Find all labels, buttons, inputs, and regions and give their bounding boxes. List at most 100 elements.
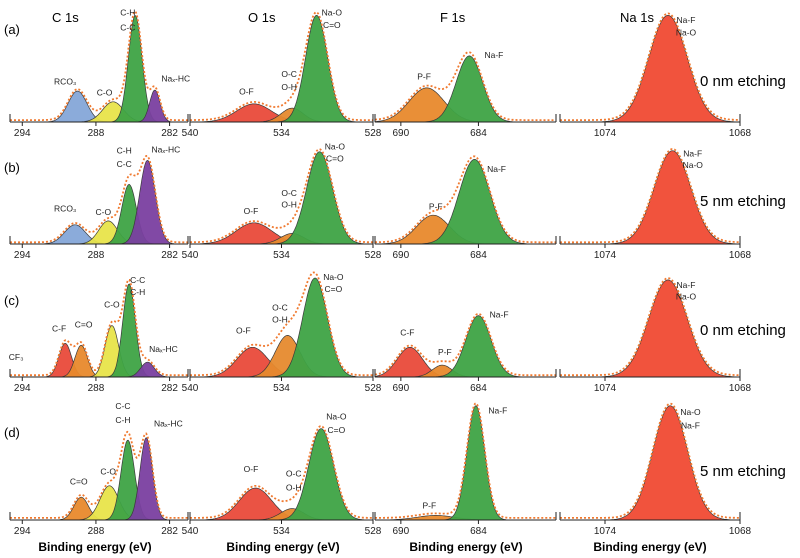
peak-label: Na-O [326, 411, 347, 421]
peak-label: Naₓ-HC [154, 418, 183, 428]
peak-label: C=O [323, 20, 341, 30]
peak-label: C-C [120, 22, 135, 32]
peak-label: C-H [130, 287, 145, 297]
x-tick-label: 282 [161, 128, 178, 139]
peak-na-f [375, 159, 556, 245]
x-tick-label: 282 [161, 526, 178, 537]
envelope-fit-line [375, 402, 556, 519]
x-tick-label: 288 [88, 383, 105, 394]
peak-label: C=O [328, 425, 346, 435]
peak-label: C=O [324, 284, 342, 294]
x-tick-label: 690 [393, 128, 410, 139]
peak-label: RCO₃ [54, 77, 76, 87]
etching-label-b: 5 nm etching [700, 193, 786, 210]
peak-label: C-O [95, 207, 111, 217]
peak-label: P-F [438, 347, 452, 357]
x-axis-label-f1s: Binding energy (eV) [409, 540, 522, 554]
peak-label: C-C [117, 159, 132, 169]
x-tick-label: 1068 [729, 526, 752, 537]
x-tick-label: 294 [14, 383, 31, 394]
envelope-fit-line [560, 402, 740, 519]
peak-label: C-C [130, 275, 145, 285]
panel-d-F1s: 690 684 P-F Na-F [374, 402, 557, 537]
peak-label: P-F [429, 201, 443, 211]
x-tick-label: 288 [88, 250, 105, 261]
column-title-c1s: C 1s [52, 10, 79, 25]
peak-label: Na-F [484, 50, 503, 60]
column-titles: C 1s O 1s F 1s Na 1s [52, 10, 654, 25]
peak-label: P-F [417, 71, 431, 81]
peak-c-c-c-h [10, 283, 188, 378]
panel-d-Na1s: 1074 1068 Na-O Na-F [559, 402, 752, 537]
x-tick-label: 282 [161, 383, 178, 394]
panel-b-F1s: 690 684 P-F Na-F [374, 155, 557, 261]
peak-label: O-H [281, 199, 297, 209]
peak-label: O-F [236, 325, 251, 335]
column-title-na1s: Na 1s [620, 10, 654, 25]
peak-label: O-C [281, 188, 297, 198]
x-tick-label: 294 [14, 128, 31, 139]
row-labels: (a) (b) (c) (d) [4, 22, 20, 440]
peak-label: Na-F [683, 148, 702, 158]
x-tick-label: 528 [365, 250, 382, 261]
peak-label: C=O [70, 477, 88, 487]
peak-label: CF₃ [9, 352, 24, 362]
column-title-f1s: F 1s [440, 10, 466, 25]
peak-label: O-H [281, 82, 297, 92]
peak-label: O-H [286, 482, 302, 492]
peak-label: Na-O [323, 272, 344, 282]
x-tick-label: 528 [365, 526, 382, 537]
x-tick-label: 1068 [729, 250, 752, 261]
peak-label: O-F [244, 206, 259, 216]
x-tick-label: 1074 [594, 526, 617, 537]
x-tick-label: 534 [273, 383, 290, 394]
panel-b-Na1s: 1074 1068 Na-F Na-O [559, 148, 752, 261]
x-tick-label: 294 [14, 526, 31, 537]
peak-label: Na-O [683, 160, 704, 170]
peak-label: C-H [117, 146, 132, 156]
x-tick-label: 1068 [729, 383, 752, 394]
peak-label: O-F [244, 464, 259, 474]
panel-d-C1s: 294 288 282 C-C C-H Naₓ-HC C=O C-O [9, 401, 189, 537]
x-axis-label-na1s: Binding energy (eV) [593, 540, 706, 554]
etching-labels: 0 nm etching 5 nm etching 0 nm etching 5… [700, 73, 786, 480]
peak-label: C-O [104, 300, 120, 310]
peak-label: RCO₃ [54, 203, 76, 213]
peak-label: Na-F [490, 310, 509, 320]
x-tick-label: 690 [393, 250, 410, 261]
x-tick-label: 540 [182, 526, 199, 537]
peak-na-o-c-o [190, 428, 373, 521]
row-label-b: (b) [4, 160, 20, 175]
x-tick-label: 540 [182, 128, 199, 139]
x-tick-label: 1068 [729, 128, 752, 139]
x-tick-label: 1074 [594, 383, 617, 394]
x-axis-label-c1s: Binding energy (eV) [38, 540, 151, 554]
x-tick-label: 528 [365, 383, 382, 394]
etching-label-a: 0 nm etching [700, 73, 786, 90]
peak-label: Na-F [681, 421, 700, 431]
panel-c-C1s: 294 288 282 C-C C-H C-O C=O C-F CF₃ Naₓ-HC [9, 275, 189, 394]
x-tick-label: 288 [88, 128, 105, 139]
x-tick-label: 540 [182, 250, 199, 261]
x-tick-label: 690 [393, 526, 410, 537]
peak-label: C-H [115, 415, 130, 425]
x-tick-label: 528 [365, 128, 382, 139]
x-tick-label: 540 [182, 383, 199, 394]
peak-label: Na-O [322, 7, 343, 17]
x-tick-label: 282 [161, 250, 178, 261]
envelope-fit-line [560, 148, 740, 244]
peak-label: O-H [272, 315, 288, 325]
peak-label: P-F [422, 501, 436, 511]
row-label-c: (c) [4, 293, 19, 308]
panel-a-Na1s: 1074 1068 Na-F Na-O [559, 12, 752, 139]
x-tick-label: 690 [393, 383, 410, 394]
peak-label: Na-O [676, 28, 697, 38]
peak-label: Na-O [676, 292, 697, 302]
peak-label: C-F [400, 327, 414, 337]
peak-label: C=O [326, 153, 344, 163]
x-tick-label: 288 [88, 526, 105, 537]
peak-label: C-C [115, 401, 130, 411]
x-axis-labels: Binding energy (eV) Binding energy (eV) … [38, 540, 706, 554]
peak-label: Na-F [677, 15, 696, 25]
etching-label-d: 5 nm etching [700, 463, 786, 480]
